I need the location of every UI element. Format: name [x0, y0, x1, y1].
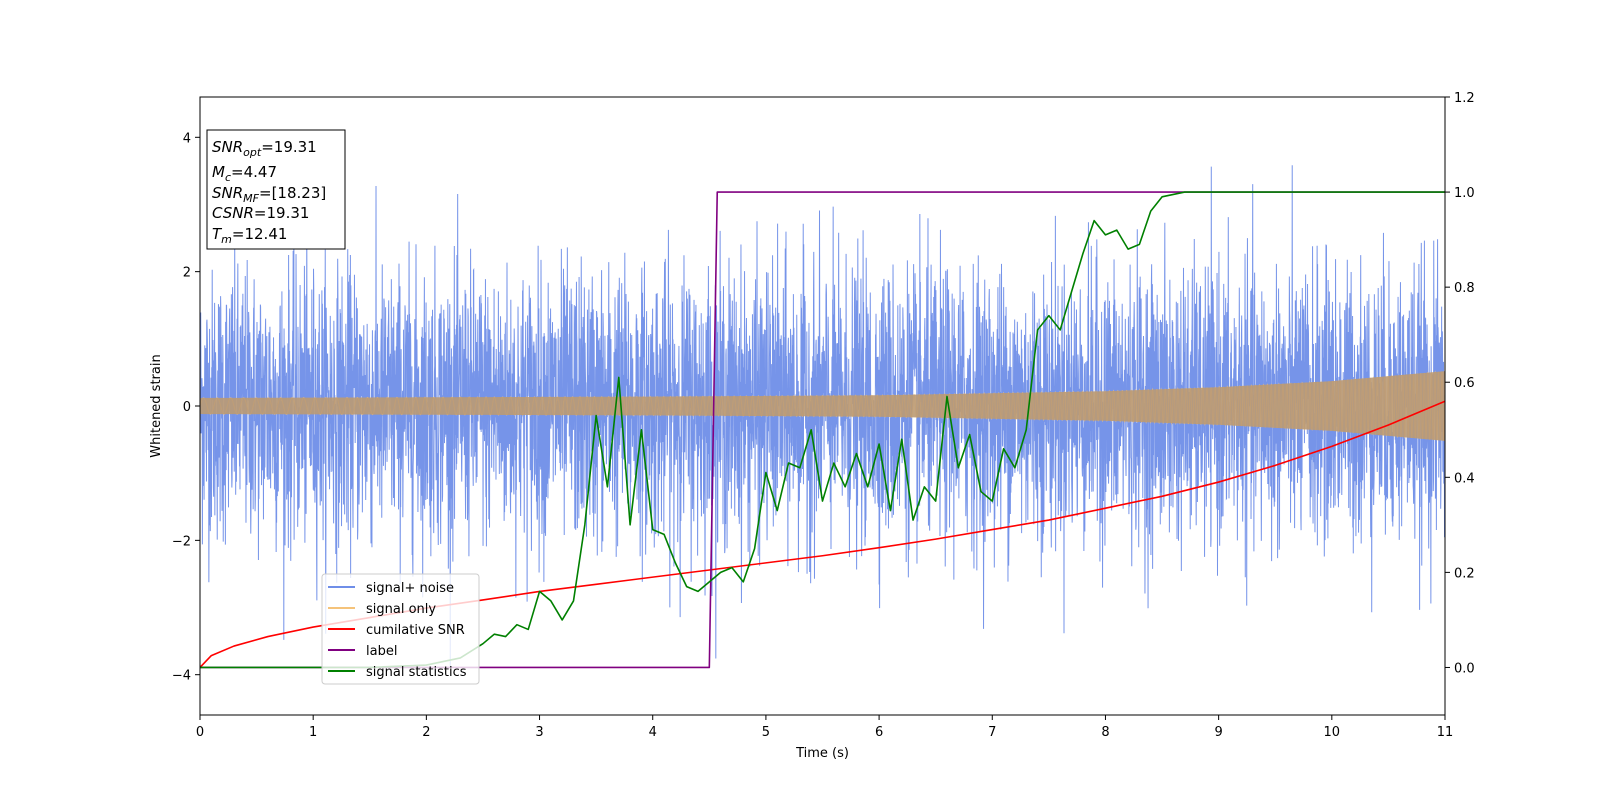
x-axis-label: Time (s)	[795, 746, 849, 761]
y-right-tick-label: 1.2	[1454, 91, 1475, 106]
x-tick-label: 11	[1437, 725, 1454, 740]
info-line: SNRMF=[18.23]	[212, 184, 326, 205]
y-axis-label: Whitened strain	[149, 354, 164, 457]
legend-frame	[321, 573, 480, 685]
x-tick-label: 5	[762, 725, 770, 740]
y-right-tick-label: 0.6	[1454, 376, 1475, 391]
legend-label: signal+ noise	[366, 581, 454, 596]
y-right-tick-label: 1.0	[1454, 186, 1475, 201]
info-box-frame	[206, 129, 346, 250]
info-line: CSNR=19.31	[212, 204, 309, 222]
series-cumulative-snr	[200, 400, 1445, 669]
x-tick-label: 2	[422, 725, 430, 740]
info-box: SNRopt=19.31 Mc=4.47SNRMF=[18.23]CSNR=19.…	[206, 129, 346, 250]
y-right-tick-label: 0.2	[1454, 566, 1475, 581]
legend-label: cumilative SNR	[366, 623, 465, 638]
y-left-tick-label: −4	[172, 669, 191, 684]
x-tick-label: 7	[988, 725, 996, 740]
y-left-tick-label: 4	[183, 131, 191, 146]
x-tick-label: 6	[875, 725, 883, 740]
legend-label: label	[366, 644, 397, 659]
x-tick-label: 9	[1214, 725, 1222, 740]
info-line: Mc=4.47	[212, 163, 277, 184]
series-signal-statistics	[200, 191, 1445, 669]
y-right-tick-label: 0.4	[1454, 471, 1475, 486]
y-left-tick-label: 0	[183, 400, 191, 415]
info-line: SNRopt=19.31	[212, 138, 317, 159]
y-right-tick-label: 0.0	[1454, 661, 1475, 676]
x-tick-label: 3	[535, 725, 543, 740]
axes: 0 1 2 3 4 5 6 7 8 9 10 11 −4 −2 0 2 4 0.0 0.2 0.4 0.6 0.8 1.0 1…	[149, 91, 1475, 761]
x-tick-label: 4	[649, 725, 657, 740]
y-right-tick-label: 0.8	[1454, 281, 1475, 296]
x-tick-label: 0	[196, 725, 204, 740]
legend: signal+ noise signal only cumilative SNR la…	[321, 573, 480, 685]
y-left-tick-label: −2	[172, 534, 191, 549]
x-tick-label: 10	[1324, 725, 1341, 740]
info-line: Tm=12.41	[212, 225, 287, 246]
legend-label: signal only	[366, 602, 436, 617]
legend-label: signal statistics	[366, 665, 467, 680]
plot-area	[200, 165, 1445, 669]
x-tick-label: 8	[1101, 725, 1109, 740]
signal-envelope-band	[200, 371, 1445, 441]
y-left-tick-label: 2	[183, 266, 191, 281]
x-tick-label: 1	[309, 725, 317, 740]
